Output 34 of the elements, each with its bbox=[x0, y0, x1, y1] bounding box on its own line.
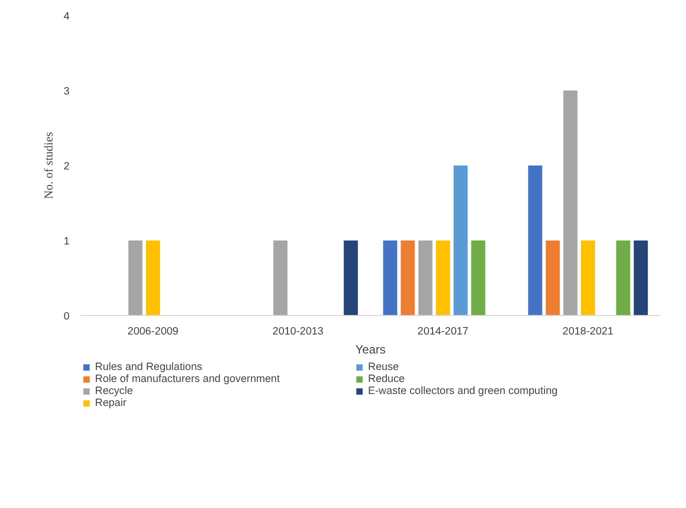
bar bbox=[563, 90, 578, 316]
bar bbox=[273, 240, 288, 316]
bar bbox=[400, 240, 415, 316]
bar bbox=[471, 240, 486, 316]
x-tick-label: 2006-2009 bbox=[128, 326, 179, 338]
y-tick-label: 0 bbox=[64, 310, 70, 322]
x-tick-label: 2014-2017 bbox=[418, 326, 469, 338]
x-axis-title: Years bbox=[355, 342, 386, 356]
legend-label: Recycle bbox=[95, 385, 134, 397]
y-tick-label: 2 bbox=[64, 160, 70, 172]
bar bbox=[546, 240, 560, 316]
legend-label: E-waste collectors and green computing bbox=[368, 385, 559, 397]
bar bbox=[418, 240, 432, 316]
bar bbox=[616, 240, 630, 316]
x-tick-label: 2018-2021 bbox=[562, 326, 614, 338]
bar bbox=[128, 240, 142, 316]
bar bbox=[454, 166, 468, 316]
bar bbox=[528, 166, 542, 316]
bar bbox=[146, 240, 160, 316]
legend-label: Rules and Regulations bbox=[95, 361, 204, 373]
legend-label: Reduce bbox=[368, 373, 406, 385]
y-axis-title: No. of studies bbox=[42, 132, 56, 199]
y-tick-label: 1 bbox=[64, 236, 70, 248]
legend-label: Reuse bbox=[368, 361, 400, 373]
bar bbox=[634, 240, 648, 316]
legend-label: Repair bbox=[95, 397, 128, 409]
y-tick-label: 4 bbox=[64, 10, 70, 22]
bar bbox=[436, 240, 450, 316]
bar bbox=[383, 240, 398, 316]
bar bbox=[344, 240, 358, 316]
legend-label: Role of manufacturers and government bbox=[95, 373, 281, 385]
bar bbox=[580, 240, 596, 316]
x-tick-label: 2010-2013 bbox=[272, 326, 324, 338]
y-tick-label: 3 bbox=[64, 86, 70, 98]
